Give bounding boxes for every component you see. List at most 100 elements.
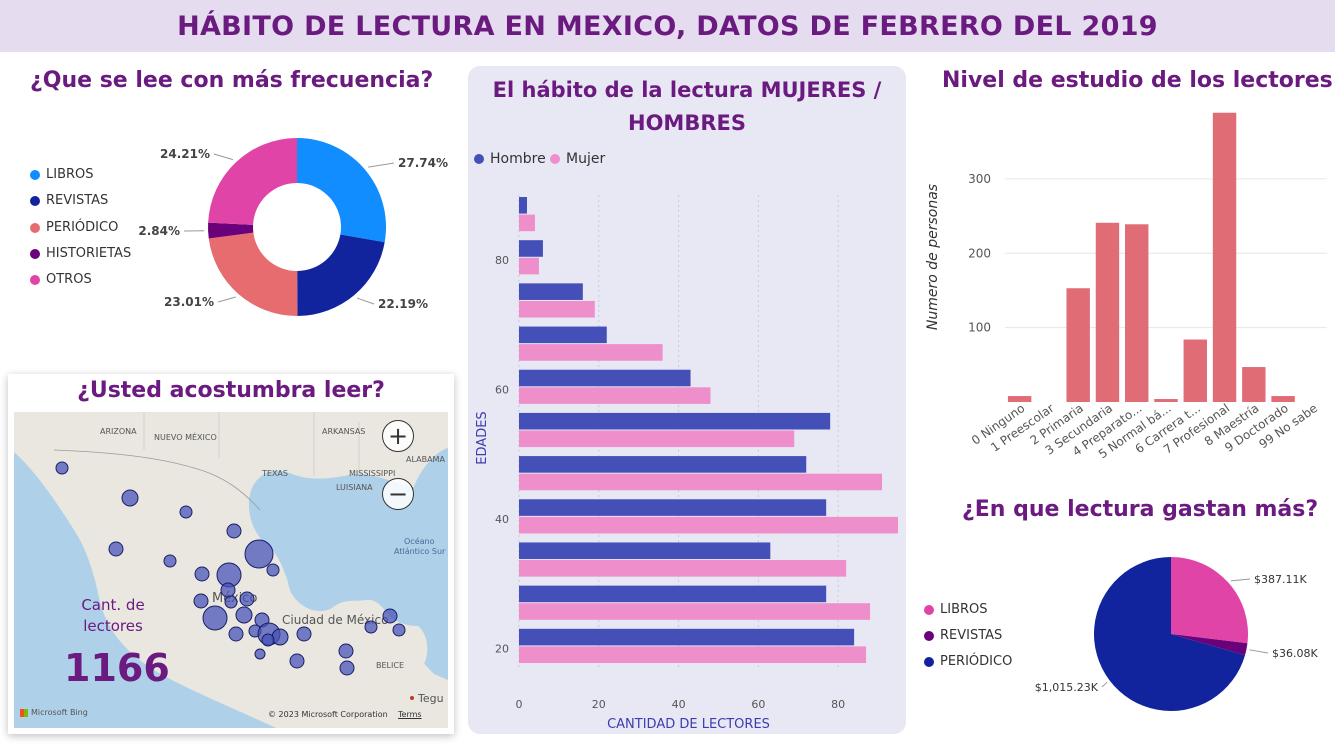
map-bubble[interactable] bbox=[338, 643, 354, 659]
bar-mujer[interactable] bbox=[519, 387, 711, 404]
bar-hombre[interactable] bbox=[519, 283, 583, 300]
zoom-out-button[interactable]: − bbox=[382, 478, 414, 510]
bar[interactable] bbox=[1183, 339, 1207, 402]
map-bubble[interactable] bbox=[239, 591, 255, 607]
legend-label: REVISTAS bbox=[940, 628, 1003, 643]
bar[interactable] bbox=[1242, 367, 1266, 402]
bar-hombre[interactable] bbox=[519, 369, 691, 387]
legend-label: LIBROS bbox=[940, 602, 988, 617]
legend-label: REVISTAS bbox=[46, 193, 109, 208]
map-label: LUISIANA bbox=[336, 483, 373, 492]
bar-mujer[interactable] bbox=[519, 560, 847, 577]
bar-mujer[interactable] bbox=[519, 473, 883, 491]
map-bubble[interactable] bbox=[392, 623, 406, 637]
kpi-label-line1: Cant. de bbox=[81, 596, 145, 614]
bar-mujer[interactable] bbox=[519, 516, 898, 534]
donut-slice[interactable] bbox=[208, 222, 254, 239]
bubble-layer bbox=[55, 461, 406, 676]
bing-logo: Microsoft Bing bbox=[20, 708, 88, 717]
bar-mujer[interactable] bbox=[519, 257, 539, 275]
map-bubble[interactable] bbox=[224, 595, 238, 609]
map-bubble[interactable] bbox=[179, 505, 193, 519]
legend-item-periodico[interactable]: PERIÓDICO bbox=[30, 220, 118, 235]
bar-hombre[interactable] bbox=[519, 326, 607, 344]
map-bubble[interactable] bbox=[266, 563, 280, 577]
bar[interactable] bbox=[1212, 112, 1237, 402]
map-bubble[interactable] bbox=[108, 541, 124, 557]
legend-item-otros[interactable]: OTROS bbox=[30, 272, 92, 287]
x-tick-label: 20 bbox=[592, 698, 606, 711]
bar-hombre[interactable] bbox=[519, 542, 771, 560]
data-label: 27.74% bbox=[398, 156, 448, 170]
bar[interactable] bbox=[1125, 224, 1149, 402]
bar[interactable] bbox=[1095, 222, 1120, 402]
bar-mujer[interactable] bbox=[519, 214, 535, 232]
y-tick-label: 300 bbox=[968, 172, 991, 186]
bar[interactable] bbox=[1066, 288, 1090, 402]
map-bubble[interactable] bbox=[289, 653, 305, 669]
legend-item-periodico[interactable]: PERIÓDICO bbox=[924, 654, 1012, 669]
donut-slice[interactable] bbox=[297, 234, 385, 316]
map-area[interactable]: ARIZONA NUEVO MÉXICO ARKANSAS TEXAS MISS… bbox=[14, 412, 448, 728]
map-bubble[interactable] bbox=[244, 539, 274, 569]
bar-hombre[interactable] bbox=[519, 628, 855, 646]
legend-item-revistas[interactable]: REVISTAS bbox=[924, 628, 1002, 643]
map-bubble[interactable] bbox=[254, 648, 266, 660]
legend-dot bbox=[924, 604, 934, 615]
map-bubble[interactable] bbox=[382, 608, 398, 624]
legend-item-hombre[interactable]: Hombre bbox=[474, 151, 546, 167]
bing-icon bbox=[20, 708, 28, 717]
map-bubble[interactable] bbox=[193, 593, 209, 609]
map-label: TEXAS bbox=[261, 469, 288, 478]
donut-slice[interactable] bbox=[297, 138, 386, 243]
donut-slice[interactable] bbox=[208, 232, 298, 316]
legend-item-revistas[interactable]: REVISTAS bbox=[30, 193, 108, 208]
bar[interactable] bbox=[1154, 399, 1178, 402]
bar-mujer[interactable] bbox=[519, 344, 663, 361]
bar-mujer[interactable] bbox=[519, 430, 795, 448]
map-bubble[interactable] bbox=[364, 620, 378, 634]
data-label: 22.19% bbox=[378, 297, 428, 311]
legend-item-libros[interactable]: LIBROS bbox=[924, 602, 988, 617]
map-bubble[interactable] bbox=[220, 582, 236, 598]
legend-item-mujer[interactable]: Mujer bbox=[550, 151, 605, 167]
legend-item-historietas[interactable]: HISTORIETAS bbox=[30, 246, 131, 261]
data-label: 23.01% bbox=[164, 295, 214, 309]
map-bubble[interactable] bbox=[121, 489, 139, 507]
y-tick-label: 40 bbox=[495, 513, 509, 526]
map-bubble[interactable] bbox=[296, 626, 312, 642]
map-bubble[interactable] bbox=[339, 660, 355, 676]
bar[interactable] bbox=[1007, 396, 1032, 402]
donut-chart: 27.74% 22.19% 23.01% 2.84% 24.21% bbox=[138, 138, 448, 316]
bar-mujer[interactable] bbox=[519, 646, 867, 663]
map-bubble[interactable] bbox=[228, 626, 244, 642]
bar-hombre[interactable] bbox=[519, 585, 827, 603]
bar-hombre[interactable] bbox=[519, 456, 807, 473]
map-bubble[interactable] bbox=[55, 461, 69, 475]
bar-mujer[interactable] bbox=[519, 300, 595, 318]
map-bubble[interactable] bbox=[163, 554, 177, 568]
us-border bbox=[53, 449, 261, 511]
pie-slice[interactable] bbox=[1094, 557, 1246, 711]
map-bubble[interactable] bbox=[271, 628, 289, 646]
pie-slice[interactable] bbox=[1171, 557, 1248, 644]
bar-hombre[interactable] bbox=[519, 197, 527, 214]
map-bubble[interactable] bbox=[194, 566, 210, 582]
bar-hombre[interactable] bbox=[519, 412, 831, 430]
map-bubble[interactable] bbox=[235, 606, 253, 624]
map-bubble[interactable] bbox=[261, 633, 275, 647]
bar-mujer[interactable] bbox=[519, 603, 871, 620]
zoom-in-button[interactable]: + bbox=[382, 420, 414, 452]
bar-hombre[interactable] bbox=[519, 499, 827, 516]
terms-link[interactable]: Terms bbox=[398, 710, 422, 719]
map-bubble[interactable] bbox=[202, 605, 228, 631]
bar[interactable] bbox=[1271, 396, 1295, 402]
donut-slice[interactable] bbox=[208, 138, 297, 225]
map-bubble[interactable] bbox=[226, 523, 242, 539]
bar-hombre[interactable] bbox=[519, 240, 543, 257]
legend-label: LIBROS bbox=[46, 167, 94, 182]
map-label: ARIZONA bbox=[100, 427, 137, 436]
pie-slice[interactable] bbox=[1171, 634, 1248, 656]
legend-item-libros[interactable]: LIBROS bbox=[30, 167, 94, 182]
